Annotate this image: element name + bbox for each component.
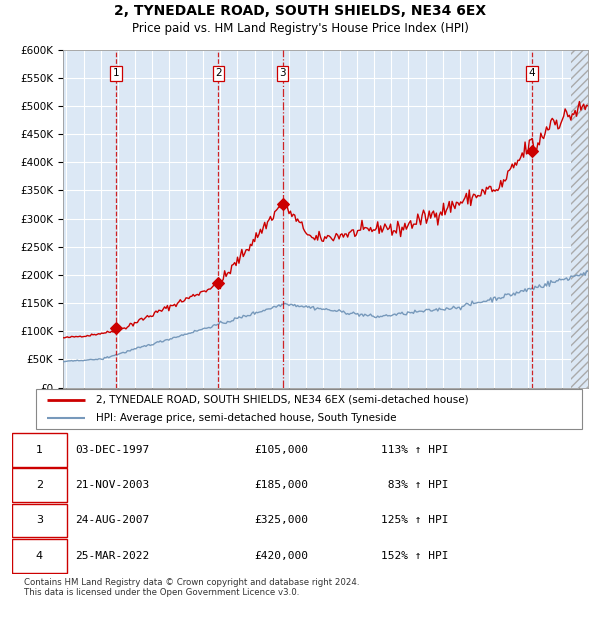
Text: 3: 3 (36, 515, 43, 526)
FancyBboxPatch shape (12, 539, 67, 573)
Text: 03-DEC-1997: 03-DEC-1997 (76, 445, 149, 455)
Text: £420,000: £420,000 (254, 551, 308, 561)
Text: 1: 1 (113, 68, 119, 78)
Bar (571, 50, 588, 388)
Text: HPI: Average price, semi-detached house, South Tyneside: HPI: Average price, semi-detached house,… (96, 413, 397, 423)
Text: £105,000: £105,000 (254, 445, 308, 455)
Text: 113% ↑ HPI: 113% ↑ HPI (380, 445, 448, 455)
FancyBboxPatch shape (12, 433, 67, 467)
Text: 21-NOV-2003: 21-NOV-2003 (76, 480, 149, 490)
Text: 1: 1 (36, 445, 43, 455)
Text: 2, TYNEDALE ROAD, SOUTH SHIELDS, NE34 6EX: 2, TYNEDALE ROAD, SOUTH SHIELDS, NE34 6E… (114, 4, 486, 19)
Text: 83% ↑ HPI: 83% ↑ HPI (380, 480, 448, 490)
Text: 152% ↑ HPI: 152% ↑ HPI (380, 551, 448, 561)
Text: £325,000: £325,000 (254, 515, 308, 526)
Text: 4: 4 (36, 551, 43, 561)
Text: 2: 2 (215, 68, 222, 78)
Point (112, 324, 121, 334)
Text: Price paid vs. HM Land Registry's House Price Index (HPI): Price paid vs. HM Land Registry's House … (131, 22, 469, 35)
FancyBboxPatch shape (36, 389, 582, 429)
Point (527, 146, 537, 156)
Text: 4: 4 (529, 68, 535, 78)
Point (214, 278, 223, 288)
Text: 2: 2 (36, 480, 43, 490)
Text: 25-MAR-2022: 25-MAR-2022 (76, 551, 149, 561)
Text: 3: 3 (279, 68, 286, 78)
Text: 125% ↑ HPI: 125% ↑ HPI (380, 515, 448, 526)
Text: 24-AUG-2007: 24-AUG-2007 (76, 515, 149, 526)
FancyBboxPatch shape (12, 503, 67, 538)
FancyBboxPatch shape (12, 468, 67, 502)
Text: Contains HM Land Registry data © Crown copyright and database right 2024.
This d: Contains HM Land Registry data © Crown c… (24, 578, 359, 597)
Text: £185,000: £185,000 (254, 480, 308, 490)
Text: 2, TYNEDALE ROAD, SOUTH SHIELDS, NE34 6EX (semi-detached house): 2, TYNEDALE ROAD, SOUTH SHIELDS, NE34 6E… (96, 394, 469, 405)
Point (278, 200, 287, 210)
